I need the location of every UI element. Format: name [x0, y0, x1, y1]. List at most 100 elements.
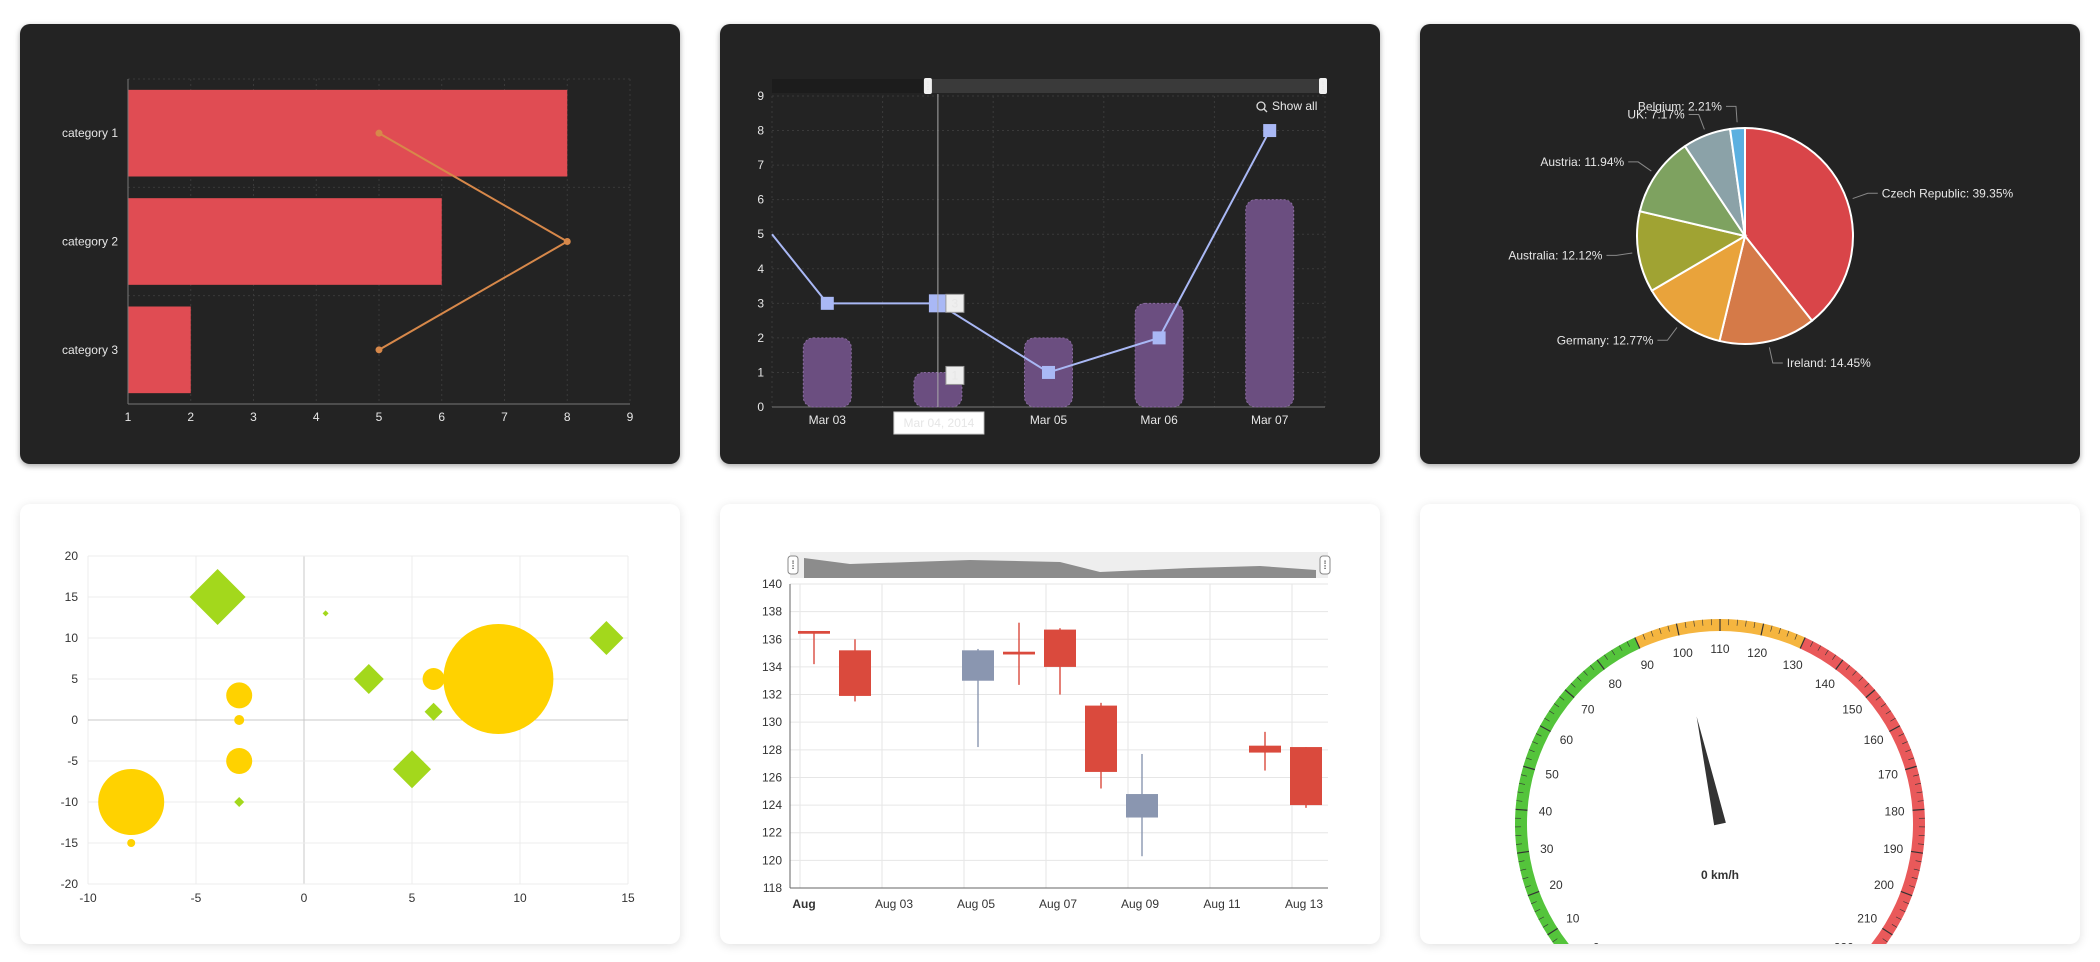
scrollbar-grip-glyph: ⁞ — [791, 558, 794, 572]
line-point-marker — [1152, 331, 1166, 345]
x-tick-label: 10 — [513, 891, 527, 905]
gauge-minor-tick — [1753, 621, 1756, 628]
y-tick-label: 132 — [762, 688, 782, 702]
gauge-minor-tick — [1898, 733, 1905, 737]
pie-label-connector — [1768, 347, 1783, 364]
bubble-diamond — [189, 569, 246, 625]
scrollbar-grip[interactable] — [787, 555, 799, 575]
gauge-tick-label: 110 — [1710, 642, 1729, 656]
y-tick-label: 10 — [65, 631, 79, 645]
gauge-minor-tick — [1858, 676, 1864, 682]
bar — [128, 89, 568, 177]
gauge-minor-tick — [1786, 630, 1790, 637]
y-tick-label: 118 — [763, 881, 782, 895]
pie-slice-label: UK: 7.17% — [1627, 108, 1685, 122]
y-tick-label: 130 — [762, 715, 782, 729]
gauge-major-tick — [1865, 689, 1876, 699]
gauge-minor-tick — [1528, 749, 1535, 753]
y-tick-label: 6 — [757, 193, 764, 207]
x-tick-label: Aug 09 — [1121, 897, 1159, 911]
gauge-minor-tick — [1618, 645, 1623, 651]
scrollbar-grip[interactable] — [923, 78, 932, 94]
scrollbar-grip-glyph: ⁞ — [1321, 79, 1324, 93]
gauge-minor-tick — [1864, 683, 1870, 688]
x-tick-label: 0 — [301, 891, 308, 905]
gauge-minor-tick — [1659, 628, 1662, 634]
candle-body — [839, 650, 871, 696]
gauge-tick-label: 190 — [1883, 842, 1903, 856]
gauge-minor-tick — [1583, 670, 1588, 676]
pie-slice — [1728, 126, 1746, 237]
gauge-minor-tick — [1832, 654, 1836, 660]
gauge-minor-tick — [1875, 696, 1881, 701]
gauge-minor-tick — [1914, 782, 1921, 785]
y-tick-label: -15 — [61, 836, 79, 850]
gauge-minor-tick — [1903, 901, 1909, 905]
gauge-minor-tick — [1534, 908, 1541, 913]
gauge-tick-label: 140 — [1815, 677, 1835, 691]
gauge-minor-tick — [1520, 868, 1527, 871]
pie-slice — [1636, 210, 1748, 292]
x-tick-label: Aug — [792, 897, 815, 911]
scrollbar-grip[interactable] — [1319, 555, 1331, 575]
scrollbar-grip-glyph: ⁞ — [926, 79, 929, 93]
gauge-tick-label: 200 — [1874, 878, 1894, 892]
gauge-minor-tick — [1917, 843, 1925, 845]
gauge-minor-tick — [1544, 717, 1550, 722]
gauge-minor-tick — [1559, 696, 1565, 701]
column-bar — [802, 337, 852, 408]
candlestick-chart-card: ⁞ ⁞ 118 120 122 124 126 128 130 132 134 136 138 140 Au… — [720, 504, 1380, 944]
gauge-minor-tick — [1517, 791, 1524, 794]
y-tick-label: 0 — [71, 713, 78, 727]
gauge-tick-label: 60 — [1560, 733, 1574, 747]
gauge-tick-label: 70 — [1581, 702, 1595, 716]
gauge-major-tick — [1564, 689, 1575, 699]
y-tick-label: 20 — [65, 549, 79, 563]
gauge-minor-tick — [1882, 938, 1888, 943]
gauge-tick-label: 180 — [1885, 805, 1905, 819]
gauge-minor-tick — [1642, 633, 1646, 640]
show-all-button[interactable]: Show all — [1272, 99, 1317, 113]
gauge-minor-tick — [1913, 774, 1920, 777]
scrollbar-grip[interactable] — [1319, 78, 1327, 94]
scrollbar-preview — [804, 558, 1316, 578]
bubble-diamond — [234, 797, 245, 807]
bubble-diamond — [393, 750, 431, 789]
x-tick-label: 9 — [627, 410, 634, 424]
y-category-label: category 3 — [62, 343, 118, 357]
pie-label-connector — [1606, 252, 1633, 256]
y-tick-label: 3 — [757, 296, 764, 310]
y-tick-label: -10 — [61, 795, 79, 809]
gauge-minor-tick — [1880, 703, 1887, 708]
gauge-minor-tick — [1515, 843, 1523, 845]
x-tick-label: Mar 07 — [1251, 413, 1289, 427]
candle-body — [1290, 747, 1322, 806]
line-bar-chart-card: ⁞ ⁞ 0 1 2 3 4 5 6 7 8 9 Mar 03 Mar 05 Mar 06 Mar 07 3 1 Ma… — [720, 24, 1380, 464]
pie-slice-label: Austria: 11.94% — [1540, 155, 1624, 169]
line-point — [563, 238, 571, 245]
gauge-minor-tick — [1667, 625, 1670, 632]
gauge-minor-tick — [1917, 800, 1924, 802]
y-tick-label: 136 — [762, 632, 782, 646]
gauge-tick-label: 20 — [1549, 878, 1563, 892]
x-tick-label: -10 — [79, 891, 97, 905]
pie-slice-label: Germany: 12.77% — [1557, 333, 1654, 347]
scrollbar-selection[interactable] — [772, 79, 928, 93]
gauge-minor-tick — [1890, 717, 1896, 722]
pie-label-connector — [1628, 161, 1652, 172]
gauge-tick-label: 160 — [1864, 733, 1884, 747]
pie-label-connector — [1657, 327, 1678, 341]
pie-slice-label: Belgium: 2.21% — [1638, 99, 1722, 113]
y-tick-label: 15 — [65, 590, 79, 604]
gauge-minor-tick — [1885, 710, 1892, 715]
y-category-label: category 1 — [62, 126, 118, 140]
gauge-minor-tick — [1899, 908, 1906, 913]
gauge-minor-tick — [1702, 619, 1704, 626]
gauge-minor-tick — [1604, 654, 1608, 660]
value-balloon — [945, 365, 965, 385]
candle-body — [1085, 705, 1117, 772]
gauge-minor-tick — [1684, 621, 1687, 628]
gauge-tick-label: 30 — [1540, 842, 1554, 856]
gauge-minor-tick — [1778, 628, 1781, 634]
gauge-minor-tick — [1908, 757, 1915, 761]
